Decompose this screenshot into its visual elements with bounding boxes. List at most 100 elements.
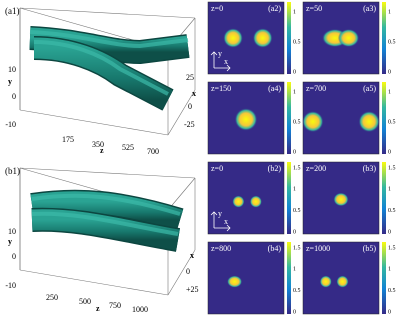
colorbar bbox=[382, 2, 386, 74]
y-tick-label: 10 bbox=[8, 65, 16, 74]
box-edge bbox=[19, 167, 196, 179]
density-blob bbox=[337, 28, 360, 48]
colorbar-tick-label: 1.5 bbox=[388, 245, 396, 251]
z-tick-label: 750 bbox=[109, 301, 121, 310]
map-label: (a2) bbox=[268, 4, 281, 13]
density-blob bbox=[252, 28, 273, 48]
y-tick-label: -10 bbox=[5, 120, 16, 129]
colorbar-tick-label: 0.5 bbox=[293, 39, 301, 45]
map-label: (a3) bbox=[363, 4, 376, 13]
y-tick-label: 0 bbox=[12, 92, 16, 101]
z-tick-label: 1000 bbox=[132, 305, 148, 314]
z-tick-label: 525 bbox=[122, 143, 134, 152]
density-map: z=50 (a3) 1 0.5 0 bbox=[302, 1, 396, 75]
x-tick-label: 0 bbox=[188, 102, 192, 111]
y-axis-label: y bbox=[8, 237, 12, 246]
box-edge bbox=[167, 249, 196, 296]
colorbar-tick-label: 1 bbox=[388, 187, 391, 193]
colorbar-tick-label: 1 bbox=[293, 89, 296, 95]
colorbar-tick-label: 0.5 bbox=[388, 208, 396, 214]
colorbar-tick-label: 0 bbox=[293, 229, 296, 235]
x-tick-label: 0 bbox=[186, 267, 190, 276]
colorbar bbox=[287, 242, 291, 314]
map-label: (b3) bbox=[363, 164, 377, 173]
colorbar-tick-label: 0 bbox=[388, 69, 391, 75]
box-edge bbox=[167, 89, 196, 136]
colorbar bbox=[287, 82, 291, 154]
density-map: z=200 (b3) 1.5 1 0.5 0 bbox=[302, 161, 396, 235]
colorbar bbox=[287, 162, 291, 234]
map-label: (a5) bbox=[363, 84, 376, 93]
y-tick-label: 10 bbox=[8, 227, 16, 236]
colorbar-tick-label: 1.5 bbox=[388, 165, 396, 171]
isosurface-highlight bbox=[31, 193, 181, 216]
density-blob bbox=[249, 195, 262, 208]
surface-panel: (a1) y 10 0 -10 z 175 350 525 700 x 25 0 -25 bbox=[5, 6, 196, 156]
density-blob bbox=[319, 275, 332, 288]
z-axis-label: z bbox=[96, 304, 100, 313]
colorbar-tick-label: 1.5 bbox=[293, 245, 301, 251]
density-blob bbox=[223, 28, 243, 48]
map-label: (a4) bbox=[268, 84, 281, 93]
colorbar-tick-label: 0 bbox=[293, 69, 296, 75]
z-axis-label: z bbox=[100, 146, 104, 155]
map-background bbox=[207, 241, 285, 315]
axis-arrow bbox=[210, 211, 231, 232]
density-map: z=0 (b2) yx 1.5 1 0.5 0 bbox=[207, 161, 301, 235]
colorbar-tick-label: 1 bbox=[293, 267, 296, 273]
map-z-label: z=700 bbox=[306, 84, 326, 93]
colorbar-tick-label: 0.5 bbox=[293, 208, 301, 214]
x-axis-label: x bbox=[190, 251, 194, 260]
box-edge bbox=[19, 109, 169, 136]
x-tick-label: +25 bbox=[186, 285, 199, 294]
y-tick-label: 0 bbox=[12, 252, 16, 261]
colorbar-tick-label: 1 bbox=[388, 89, 391, 95]
colorbar-tick-label: 0.5 bbox=[388, 39, 396, 45]
density-map: z=1000 (b5) 1.5 1 0.5 0 bbox=[302, 241, 396, 315]
map-z-label: z=1000 bbox=[306, 244, 330, 253]
colorbar bbox=[287, 2, 291, 74]
map-z-label: z=150 bbox=[211, 84, 231, 93]
x-tick-label: 25 bbox=[186, 73, 194, 82]
density-map: z=0 (a2) yx 1 0.5 0 bbox=[207, 1, 301, 75]
colorbar-tick-label: 0 bbox=[388, 309, 391, 315]
map-label: (b4) bbox=[268, 244, 282, 253]
density-blob bbox=[232, 195, 245, 208]
isosurface-highlight bbox=[33, 40, 169, 96]
z-tick-label: 250 bbox=[46, 293, 58, 302]
map-label: (b5) bbox=[363, 244, 377, 253]
box-edge bbox=[19, 7, 196, 19]
axis-arrow bbox=[210, 51, 231, 72]
density-map: z=150 (a4) 1 0.5 0 bbox=[207, 81, 301, 155]
map-z-label: z=0 bbox=[211, 164, 223, 173]
colorbar-tick-label: 0.5 bbox=[293, 288, 301, 294]
panel-label: (a1) bbox=[5, 6, 20, 16]
colorbar-tick-label: 0 bbox=[293, 149, 296, 155]
density-blob bbox=[336, 275, 349, 288]
colorbar-tick-label: 0.5 bbox=[388, 288, 396, 294]
colorbar-tick-label: 1 bbox=[293, 187, 296, 193]
colorbar-tick-label: 0 bbox=[293, 309, 296, 315]
isosurface-highlight bbox=[29, 30, 189, 49]
colorbar bbox=[382, 242, 386, 314]
colorbar bbox=[382, 82, 386, 154]
axis-x-label: x bbox=[224, 57, 228, 66]
panel-label: (b1) bbox=[5, 166, 20, 176]
z-tick-label: 500 bbox=[79, 297, 91, 306]
colorbar-tick-label: 1 bbox=[388, 267, 391, 273]
x-axis-label: x bbox=[192, 89, 196, 98]
density-blob bbox=[302, 110, 324, 133]
y-axis-label: y bbox=[8, 77, 12, 86]
axis-y-label: y bbox=[218, 49, 222, 58]
axis-x-label: x bbox=[224, 217, 228, 226]
colorbar-tick-label: 0 bbox=[388, 149, 391, 155]
x-tick-label: -25 bbox=[184, 120, 195, 129]
isosurface bbox=[31, 209, 180, 251]
isosurface-highlight bbox=[31, 211, 179, 236]
box-edge bbox=[19, 269, 169, 296]
axis-y-label: y bbox=[218, 209, 222, 218]
colorbar-tick-label: 0.5 bbox=[388, 119, 396, 125]
colorbar-tick-label: 1 bbox=[388, 9, 391, 15]
